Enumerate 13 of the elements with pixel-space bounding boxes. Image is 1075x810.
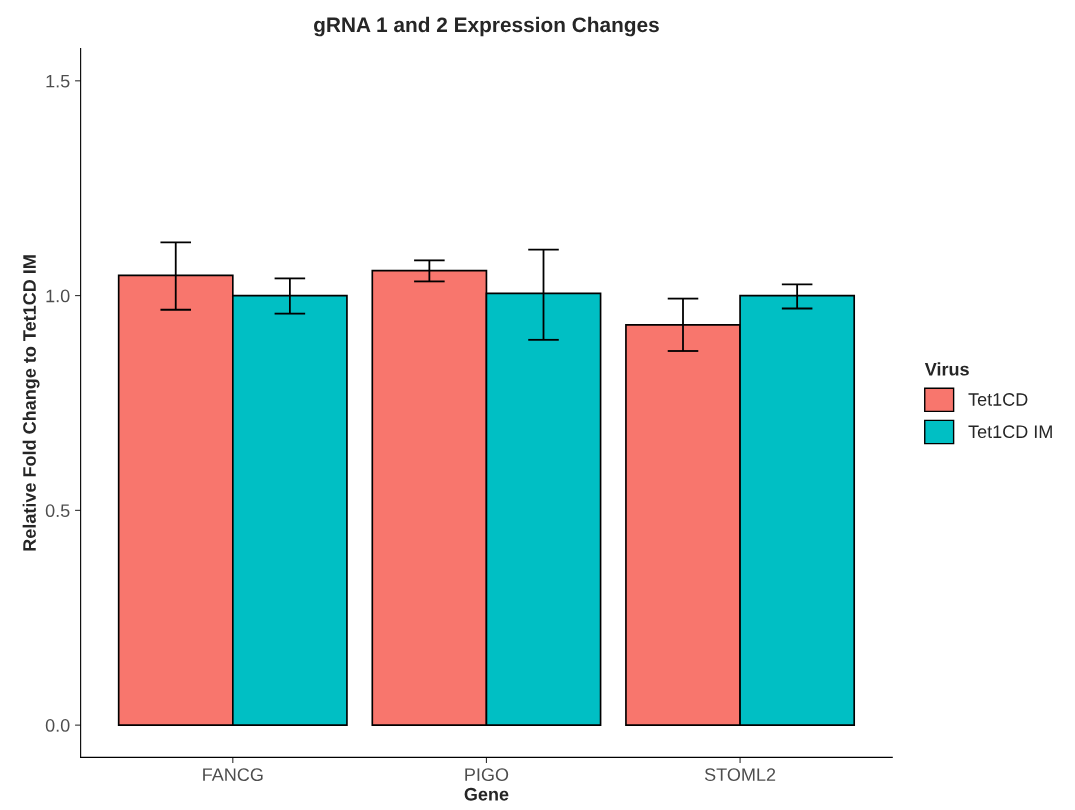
x-tick-label: PIGO: [465, 768, 509, 782]
y-axis-title: Relative Fold Change to Tet1CD IM: [22, 255, 40, 551]
legend-label: Tet1CD IM: [968, 425, 1052, 439]
legend-title: Virus: [924, 362, 969, 376]
chart-title: gRNA 1 and 2 Expression Changes: [314, 16, 659, 37]
y-tick-label: 0.5: [45, 504, 70, 518]
x-tick-label: FANCG: [203, 768, 263, 782]
x-tick-label: STOML2: [704, 768, 776, 782]
legend-label: Tet1CD: [968, 393, 1028, 406]
y-tick-label: 1.0: [46, 289, 70, 303]
y-tick-label: 0.0: [45, 719, 70, 732]
y-tick-label: 1.5: [46, 74, 70, 88]
x-axis-title: Gene: [464, 787, 509, 801]
